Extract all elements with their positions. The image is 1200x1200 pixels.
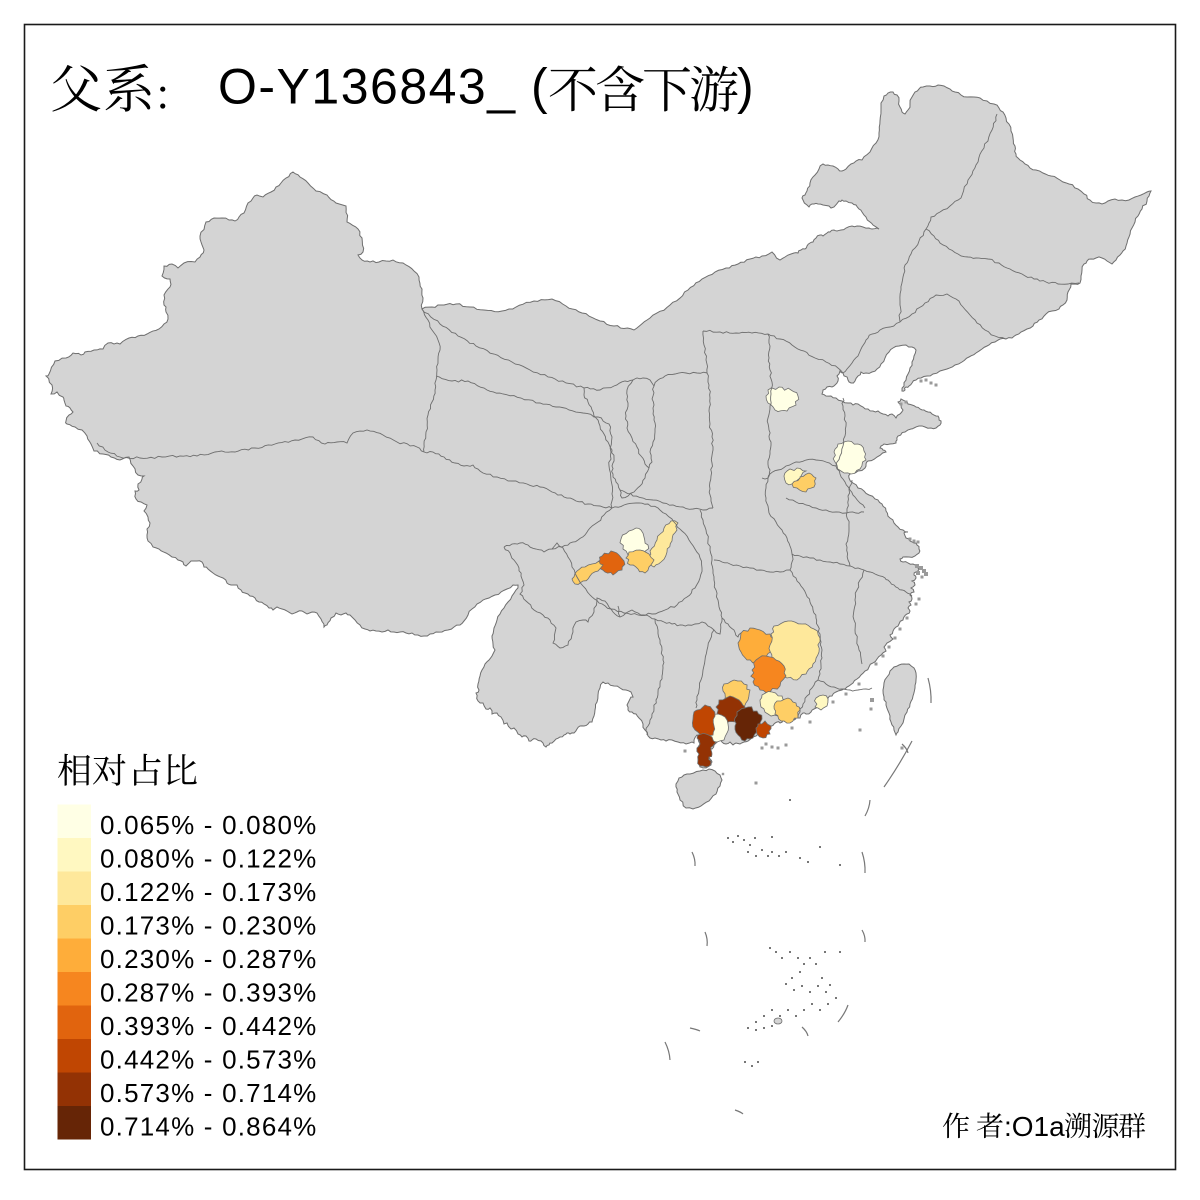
svg-text::O1a: :O1a	[1004, 1111, 1065, 1142]
svg-text:O-Y136843_: O-Y136843_	[218, 59, 517, 115]
svg-text:0.065% - 0.080%: 0.065% - 0.080%	[100, 810, 317, 840]
svg-text:0.230% - 0.287%: 0.230% - 0.287%	[100, 944, 317, 974]
svg-text:0.573% - 0.714%: 0.573% - 0.714%	[100, 1078, 317, 1108]
svg-text:(: (	[531, 59, 548, 115]
svg-text:): )	[737, 59, 754, 115]
svg-text:0.122% - 0.173%: 0.122% - 0.173%	[100, 877, 317, 907]
svg-text:0.442% - 0.573%: 0.442% - 0.573%	[100, 1045, 317, 1075]
svg-text:0.080% - 0.122%: 0.080% - 0.122%	[100, 844, 317, 874]
svg-text:0.393% - 0.442%: 0.393% - 0.442%	[100, 1011, 317, 1041]
svg-text:0.173% - 0.230%: 0.173% - 0.230%	[100, 911, 317, 941]
svg-text:0.714% - 0.864%: 0.714% - 0.864%	[100, 1112, 317, 1142]
svg-text:0.287% - 0.393%: 0.287% - 0.393%	[100, 978, 317, 1008]
